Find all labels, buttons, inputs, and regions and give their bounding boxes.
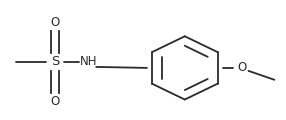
Text: O: O bbox=[237, 61, 246, 74]
Text: O: O bbox=[51, 16, 60, 29]
Text: NH: NH bbox=[80, 55, 97, 69]
Text: O: O bbox=[51, 95, 60, 108]
Text: S: S bbox=[51, 55, 59, 69]
